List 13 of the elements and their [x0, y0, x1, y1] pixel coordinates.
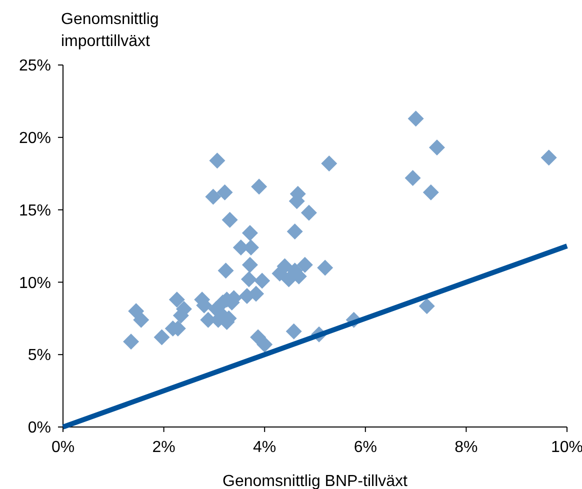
x-tick-label: 4% — [253, 439, 276, 456]
y-tick-label: 0% — [28, 420, 51, 437]
y-tick-label: 25% — [18, 58, 51, 75]
y-tick-label: 5% — [28, 347, 51, 364]
y-axis-title: Genomsnittlig importtillväxt — [61, 11, 159, 50]
x-tick-label: 6% — [354, 439, 377, 456]
y-tick-label: 20% — [18, 130, 51, 147]
y-tick-label: 15% — [18, 202, 51, 220]
x-axis-title: Genomsnittlig BNP-tillväxt — [222, 473, 408, 489]
y-tick-label: 10% — [18, 274, 51, 292]
x-tick-label: 2% — [152, 439, 176, 456]
x-tick-label: 8% — [454, 439, 478, 456]
x-tick-label: 0% — [51, 439, 75, 456]
